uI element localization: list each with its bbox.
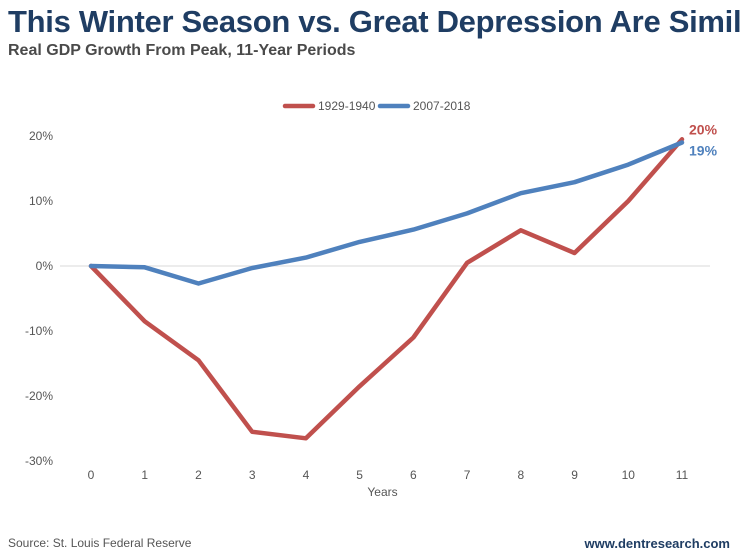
x-tick-label: 9 <box>571 468 578 482</box>
y-tick-label: 10% <box>29 194 53 208</box>
y-tick-label: -10% <box>25 324 53 338</box>
end-value-label: 19% <box>689 143 718 159</box>
x-tick-label: 4 <box>303 468 310 482</box>
x-axis-title: Years <box>367 485 397 499</box>
x-tick-label: 1 <box>141 468 148 482</box>
legend-label: 1929-1940 <box>318 99 376 113</box>
series-layer: 20%19% <box>88 121 718 441</box>
x-tick-label: 6 <box>410 468 417 482</box>
y-axis: 20% 10% 0% -10% -20% -30% <box>25 129 710 468</box>
x-tick-label: 2 <box>195 468 202 482</box>
end-value-label: 20% <box>689 121 718 137</box>
x-tick-label: 8 <box>517 468 524 482</box>
y-tick-label: 0% <box>36 259 54 273</box>
source-note: Source: St. Louis Federal Reserve <box>8 536 192 550</box>
y-tick-label: 20% <box>29 129 53 143</box>
x-axis: 0 1 2 3 4 5 6 7 8 9 10 11 <box>88 468 689 482</box>
chart-title: This Winter Season vs. Great Depression … <box>8 4 740 39</box>
legend: 1929-1940 2007-2018 <box>282 99 471 113</box>
website-credit: www.dentresearch.com <box>584 536 730 551</box>
y-tick-label: -20% <box>25 389 53 403</box>
x-tick-label: 3 <box>249 468 256 482</box>
x-tick-label: 10 <box>622 468 636 482</box>
x-tick-label: 0 <box>88 468 95 482</box>
x-tick-label: 7 <box>464 468 471 482</box>
legend-label: 2007-2018 <box>413 99 471 113</box>
series-line-2007-2018 <box>88 140 685 286</box>
x-tick-label: 11 <box>676 468 689 482</box>
y-tick-label: -30% <box>25 454 53 468</box>
series-line-1929-1940 <box>88 137 685 441</box>
chart-subtitle: Real GDP Growth From Peak, 11-Year Perio… <box>8 42 356 59</box>
x-tick-label: 5 <box>356 468 363 482</box>
